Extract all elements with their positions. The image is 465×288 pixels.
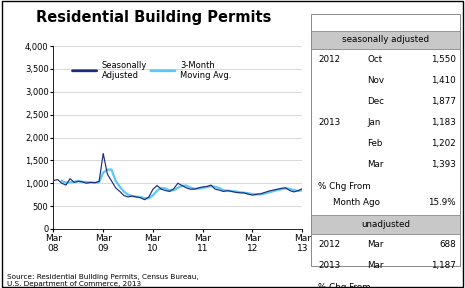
Text: 2013: 2013 <box>318 261 340 270</box>
FancyBboxPatch shape <box>311 14 460 266</box>
Text: Source: Residential Building Permits, Census Bureau,
U.S. Department of Commerce: Source: Residential Building Permits, Ce… <box>7 274 199 287</box>
Text: 3-Month
Moving Avg.: 3-Month Moving Avg. <box>180 61 232 80</box>
FancyBboxPatch shape <box>311 31 460 49</box>
Text: 2012: 2012 <box>318 240 340 249</box>
Text: Nov: Nov <box>367 76 385 85</box>
Text: 1,187: 1,187 <box>431 261 456 270</box>
Text: 1,877: 1,877 <box>431 97 456 106</box>
Text: Mar: Mar <box>367 240 384 249</box>
Text: Dec: Dec <box>367 97 385 106</box>
Text: 1,410: 1,410 <box>431 76 456 85</box>
Text: 1,202: 1,202 <box>431 139 456 148</box>
Text: seasonally adjusted: seasonally adjusted <box>342 35 429 44</box>
Text: Jan: Jan <box>367 118 381 127</box>
Text: 688: 688 <box>439 240 456 249</box>
Text: unadjusted: unadjusted <box>361 220 410 229</box>
Text: 2012: 2012 <box>318 55 340 64</box>
Text: Residential Building Permits: Residential Building Permits <box>36 10 271 25</box>
Text: 1,550: 1,550 <box>431 55 456 64</box>
Text: % Chg From: % Chg From <box>318 182 371 191</box>
Text: Mar: Mar <box>367 160 384 169</box>
Text: Seasonally
Adjusted: Seasonally Adjusted <box>102 61 147 80</box>
Text: Feb: Feb <box>367 139 383 148</box>
Text: 1,393: 1,393 <box>431 160 456 169</box>
Text: Oct: Oct <box>367 55 383 64</box>
Text: % Chg From: % Chg From <box>318 283 371 288</box>
Text: Month Ago: Month Ago <box>333 198 380 207</box>
FancyBboxPatch shape <box>311 215 460 234</box>
Text: Mar: Mar <box>367 261 384 270</box>
Text: 15.9%: 15.9% <box>428 198 456 207</box>
Text: 2013: 2013 <box>318 118 340 127</box>
Text: 1,183: 1,183 <box>431 118 456 127</box>
